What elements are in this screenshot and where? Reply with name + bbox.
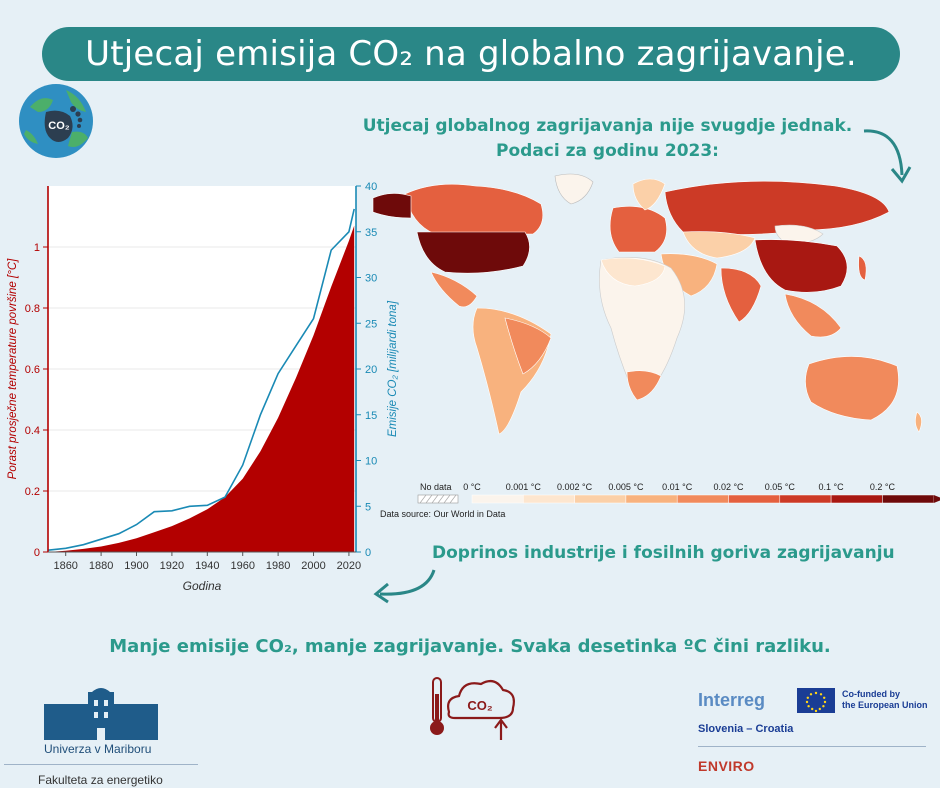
legend-color-swatch xyxy=(882,494,934,504)
faculty-name: Fakulteta za energetiko xyxy=(38,773,163,787)
legend-color-swatch xyxy=(471,494,524,504)
x-tick-label: 1860 xyxy=(53,560,77,572)
map-heading: Utjecaj globalnog zagrijavanja nije svug… xyxy=(330,114,885,164)
legend-arrow-icon xyxy=(933,495,940,503)
legend-hatch-icon xyxy=(419,494,457,504)
legend-color-swatch xyxy=(625,494,678,504)
temperature-area-series xyxy=(48,225,355,552)
map-kazakhstan-central-asia xyxy=(682,231,756,259)
right-axis-label: Emisije CO₂ [milijardi tona] xyxy=(387,300,399,437)
x-tick-label: 2000 xyxy=(301,560,325,572)
legend-threshold-label: 0 °C xyxy=(463,482,481,492)
program-region: Slovenia – Croatia xyxy=(698,723,794,735)
legend-threshold-label: 0.01 °C xyxy=(662,482,693,492)
map-canada xyxy=(404,183,544,235)
map-usa xyxy=(416,231,530,274)
map-legend: No data 0 °C 0.001 °C 0.002 °C 0.005 °C 0.01… xyxy=(417,482,940,504)
x-tick-label: 1960 xyxy=(230,560,254,572)
legend-threshold-label: 0.005 °C xyxy=(608,482,644,492)
legend-color-swatch xyxy=(523,494,575,504)
data-source-note: Data source: Our World in Data xyxy=(380,509,506,519)
cofunded-line1: Co-funded by xyxy=(842,689,900,699)
map-africa-north xyxy=(600,257,666,287)
map-scandinavia xyxy=(632,178,666,211)
university-building-logo xyxy=(44,688,158,740)
world-warming-map xyxy=(372,173,922,435)
left-tick-label: 0.2 xyxy=(25,486,40,498)
map-australia xyxy=(805,356,899,421)
legend-no-data-swatch xyxy=(417,494,459,504)
left-tick-label: 1 xyxy=(34,242,40,254)
map-heading-line1: Utjecaj globalnog zagrijavanja nije svug… xyxy=(362,116,853,136)
cofunded-text: Co-funded by the European Union xyxy=(842,689,928,711)
map-south-africa xyxy=(626,370,662,401)
legend-threshold-label: 0.002 °C xyxy=(557,482,593,492)
left-tick-label: 0 xyxy=(34,547,40,559)
interreg-brand: Interreg xyxy=(698,690,766,710)
map-heading-line2: Podaci za godinu 2023: xyxy=(496,141,719,161)
left-tick-label: 0.4 xyxy=(25,425,40,437)
x-axis-label: Godina xyxy=(183,579,222,593)
legend-color-swatch xyxy=(830,494,883,504)
x-tick-label: 1920 xyxy=(160,560,184,572)
right-tick-label: 15 xyxy=(365,410,377,422)
legend-threshold-label: 0.05 °C xyxy=(765,482,796,492)
legend-color-swatch xyxy=(779,494,832,504)
x-tick-label: 1880 xyxy=(89,560,113,572)
legend-threshold-label: 0.1 °C xyxy=(819,482,845,492)
legend-color-swatch xyxy=(676,494,729,504)
map-europe xyxy=(609,206,667,253)
map-greenland xyxy=(554,173,594,205)
right-tick-label: 30 xyxy=(365,273,377,285)
project-name: ENVIRO xyxy=(698,758,755,774)
right-tick-label: 20 xyxy=(365,364,377,376)
map-mongolia xyxy=(774,224,824,245)
right-tick-label: 40 xyxy=(365,181,377,193)
right-tick-label: 10 xyxy=(365,456,377,468)
x-tick-label: 1980 xyxy=(266,560,290,572)
interreg-divider xyxy=(698,746,926,747)
right-tick-label: 0 xyxy=(365,547,371,559)
curved-arrow-left-icon xyxy=(373,569,436,604)
map-india xyxy=(720,267,762,323)
logo-badge-text: CO₂ xyxy=(48,120,70,132)
temperature-emissions-chart: 0 0.2 0.4 0.6 0.8 1 0 5 10 15 20 25 30 35 40 1860 1880… xyxy=(7,181,399,593)
cofunded-line2: the European Union xyxy=(842,700,928,710)
eu-flag-icon xyxy=(797,688,835,713)
co2-footprint-globe-logo: CO₂ xyxy=(19,84,93,158)
page-title: Utjecaj emisija CO₂ na globalno zagrijav… xyxy=(42,27,900,81)
x-tick-label: 1940 xyxy=(195,560,219,572)
legend-color-swatch xyxy=(728,494,781,504)
curved-arrow-down-icon xyxy=(863,129,912,184)
right-tick-label: 35 xyxy=(365,227,377,239)
cloud-icon-text: CO₂ xyxy=(467,698,493,713)
university-name: Univerza v Mariboru xyxy=(44,742,152,756)
right-tick-label: 25 xyxy=(365,318,377,330)
industry-caption: Doprinos industrije i fosilnih goriva za… xyxy=(432,543,895,563)
map-southeast-asia xyxy=(784,293,842,338)
legend-no-data-label: No data xyxy=(420,482,452,492)
x-tick-label: 2020 xyxy=(337,560,361,572)
map-alaska xyxy=(372,193,412,219)
legend-threshold-label: 0.02 °C xyxy=(713,482,744,492)
legend-threshold-label: 0.2 °C xyxy=(870,482,896,492)
thermometer-co2-cloud-icon: CO₂ xyxy=(430,677,515,740)
map-south-america-east xyxy=(504,317,552,375)
map-japan xyxy=(858,255,867,281)
bottom-message: Manje emisije CO₂, manje zagrijavanje. S… xyxy=(109,636,831,657)
legend-threshold-label: 0.001 °C xyxy=(506,482,542,492)
university-divider xyxy=(4,764,198,765)
map-china xyxy=(754,239,848,293)
map-mexico-central xyxy=(430,271,478,308)
legend-color-swatch xyxy=(574,494,627,504)
left-tick-label: 0.8 xyxy=(25,303,40,315)
map-new-zealand xyxy=(915,411,922,433)
right-tick-label: 5 xyxy=(365,501,371,513)
emissions-line-series xyxy=(47,208,355,551)
x-tick-label: 1900 xyxy=(124,560,148,572)
left-tick-label: 0.6 xyxy=(25,364,40,376)
left-axis-label: Porast prosječne temperature površine [°… xyxy=(7,258,19,479)
